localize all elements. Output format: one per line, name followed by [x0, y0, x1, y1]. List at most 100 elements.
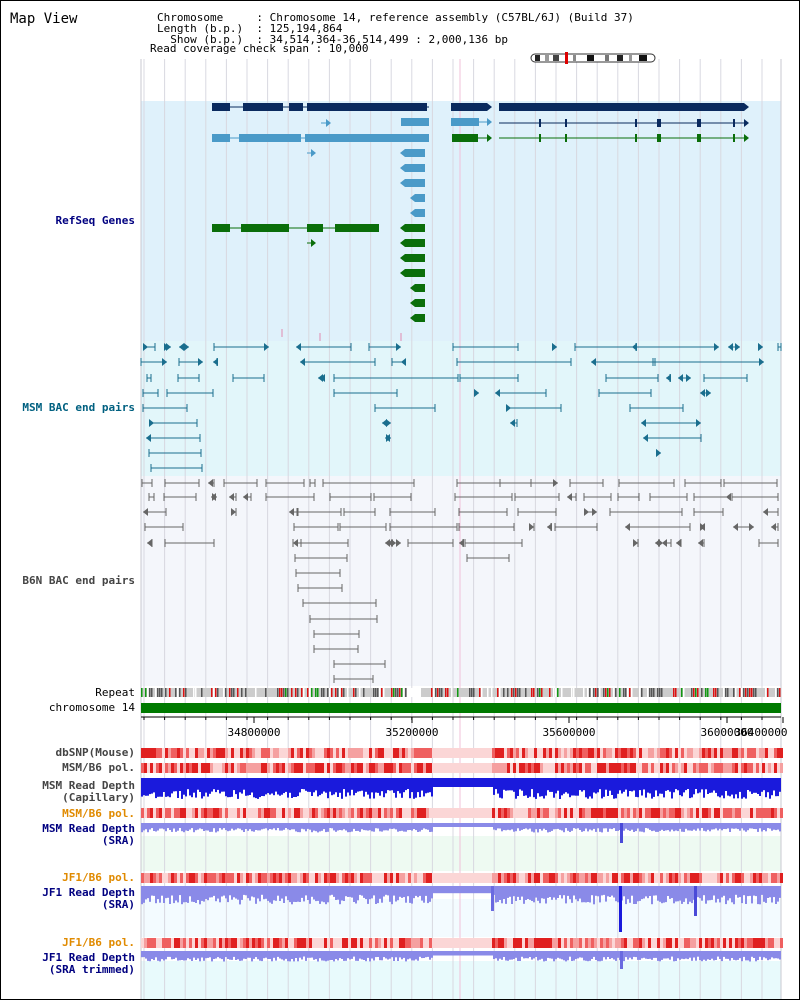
heat-cell: [273, 748, 276, 758]
heat-cell: [501, 763, 504, 773]
heat-cell: [777, 873, 780, 883]
depth-bar: [243, 823, 245, 832]
end-marker: [700, 523, 705, 531]
heat-cell: [717, 748, 720, 758]
depth-bar: [215, 886, 217, 902]
heat-cell: [150, 763, 153, 773]
heat-cell: [159, 808, 162, 818]
heat-cell: [756, 748, 759, 758]
heat-cell: [288, 748, 291, 758]
heat-cell: [525, 763, 528, 773]
heat-cell: [240, 873, 243, 883]
heat-cell: [513, 873, 516, 883]
depth-bar: [561, 778, 563, 796]
end-marker: [296, 343, 301, 351]
track-label-msm-bac[interactable]: MSM BAC end pairs: [22, 401, 135, 414]
heat-cell: [744, 748, 747, 758]
track-label-dbsnp[interactable]: dbSNP(Mouse): [55, 746, 135, 759]
heat-cell: [498, 938, 501, 948]
track-label-msm-b6-pol[interactable]: MSM/B6 pol.: [62, 761, 135, 774]
heat-cell: [561, 748, 564, 758]
depth-bar: [503, 823, 505, 831]
heat-cell: [573, 938, 576, 948]
depth-bar: [427, 886, 429, 904]
b6n-bac-pair: [295, 569, 341, 577]
end-marker: [591, 358, 596, 366]
heat-cell: [294, 808, 297, 818]
depth-bar: [661, 951, 663, 960]
depth-bar: [199, 886, 201, 905]
heat-cell: [474, 808, 477, 818]
heat-cell: [291, 808, 294, 818]
heat-cell: [366, 748, 369, 758]
msm-depth-capillary-plot: [141, 778, 781, 799]
depth-bar: [617, 778, 619, 794]
depth-bar: [663, 823, 665, 831]
heat-cell: [768, 873, 771, 883]
track-label-jf1-depth-sra-trimmed[interactable]: JF1 Read Depth (SRA trimmed): [42, 951, 135, 976]
track-label-msm-depth-sra[interactable]: MSM Read Depth (SRA): [42, 822, 135, 847]
depth-bar: [265, 778, 267, 795]
depth-bar: [767, 778, 769, 793]
depth-bar: [391, 951, 393, 958]
heat-cell: [324, 808, 327, 818]
heat-cell: [483, 808, 486, 818]
depth-bar: [477, 823, 479, 827]
exon: [733, 119, 735, 127]
depth-bar: [237, 951, 239, 960]
depth-bar: [559, 886, 561, 896]
heat-cell: [168, 808, 171, 818]
depth-bar: [643, 951, 645, 958]
depth-bar: [347, 951, 349, 959]
track-label-msm-b6-pol-2[interactable]: MSM/B6 pol.: [62, 807, 135, 820]
depth-bar: [565, 778, 567, 793]
heat-cell: [249, 808, 252, 818]
exon: [405, 239, 425, 247]
exon: [335, 224, 379, 232]
heat-cell: [738, 938, 741, 948]
depth-bar: [341, 951, 343, 959]
track-label-b6n-bac[interactable]: B6N BAC end pairs: [22, 574, 135, 587]
heat-cell: [201, 873, 204, 883]
repeat-element: [513, 688, 515, 697]
depth-bar: [523, 778, 525, 796]
track-label-jf1-b6-pol[interactable]: JF1/B6 pol.: [62, 871, 135, 884]
track-label-msm-depth-capillary[interactable]: MSM Read Depth (Capillary): [42, 779, 135, 804]
depth-bar: [323, 778, 325, 792]
depth-bar: [269, 886, 271, 903]
repeat-element: [597, 688, 599, 697]
depth-bar: [351, 951, 353, 959]
heat-cell: [279, 763, 282, 773]
depth-bar: [547, 951, 549, 958]
exon: [415, 284, 425, 292]
depth-bar: [763, 886, 765, 902]
track-label-refseq[interactable]: RefSeq Genes: [55, 214, 135, 227]
repeat-element: [681, 688, 683, 697]
ideogram-band: [587, 55, 594, 61]
track-label-jf1-depth-sra[interactable]: JF1 Read Depth (SRA): [42, 886, 135, 911]
depth-bar: [583, 886, 585, 903]
depth-bar: [673, 778, 675, 793]
refseq-gene: [401, 118, 429, 126]
heat-cell: [426, 748, 429, 758]
depth-bar: [739, 886, 741, 898]
depth-bar: [745, 778, 747, 799]
depth-bar: [569, 778, 571, 798]
depth-bar: [667, 823, 669, 831]
heat-cell: [426, 763, 429, 773]
depth-bar: [197, 951, 199, 959]
depth-bar: [519, 823, 521, 831]
heat-cell: [675, 763, 678, 773]
depth-bar: [491, 823, 493, 827]
depth-bar: [503, 951, 505, 957]
depth-bar: [531, 778, 533, 790]
depth-bar: [497, 778, 499, 794]
b6n-bac-pair: [343, 508, 376, 516]
heat-cell: [708, 763, 711, 773]
depth-bar: [373, 778, 375, 799]
heat-cell: [537, 808, 540, 818]
track-label-jf1-b6-pol-2[interactable]: JF1/B6 pol.: [62, 936, 135, 949]
heat-cell: [231, 748, 234, 758]
heat-cell: [762, 763, 765, 773]
